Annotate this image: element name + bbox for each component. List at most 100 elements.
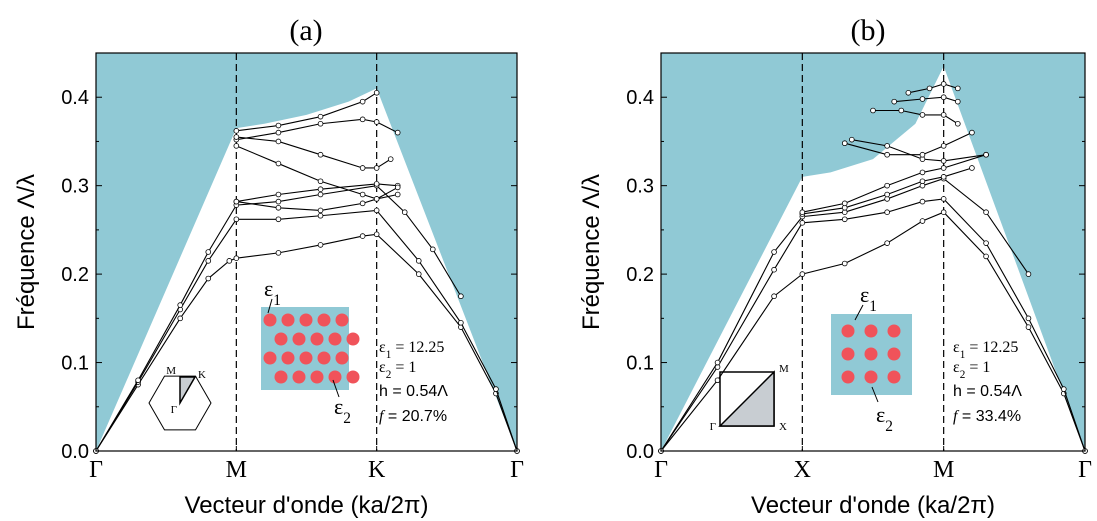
band-point (275, 160, 282, 167)
band-point (799, 220, 806, 226)
band-point (275, 204, 282, 211)
band-point (940, 112, 947, 118)
rod (274, 370, 288, 384)
band-point (714, 377, 721, 384)
band-line (660, 177, 1029, 452)
band-line (95, 233, 518, 452)
rod (310, 332, 324, 346)
band-line (236, 193, 398, 211)
band-point (387, 156, 394, 162)
panel-b: (b) 0.0 0.1 0.2 0.3 0.4 Γ X M Γ Vecteur d'onde (ka… (578, 14, 1092, 519)
rod (864, 324, 878, 338)
band-point (373, 196, 380, 202)
band-point (275, 129, 282, 136)
band-point (919, 178, 926, 185)
band-point (841, 140, 848, 147)
y-tick-label: 0.1 (61, 353, 89, 375)
band-point (373, 181, 380, 187)
band-point (1025, 271, 1032, 277)
band-point (771, 249, 777, 255)
eps2-label: ε2 (334, 394, 351, 427)
band-point (841, 216, 848, 223)
band-point (891, 98, 897, 105)
band-point (233, 134, 240, 140)
y-tick-label: 0.3 (61, 176, 89, 198)
band-6 (233, 143, 401, 202)
band-point (373, 207, 380, 214)
band-point (317, 191, 324, 198)
rod (292, 370, 306, 384)
band-point (415, 271, 422, 277)
bz-hexagon (148, 375, 212, 431)
x-axis-label: Vecteur d'onde (ka/2π) (185, 492, 429, 519)
band-point (177, 315, 184, 322)
parameter-2: ε2 = 1 (953, 359, 990, 381)
rod (292, 332, 306, 346)
band-point (714, 359, 721, 366)
band-point (940, 174, 947, 180)
y-tick-label: 0.2 (61, 264, 89, 286)
rod (317, 351, 331, 365)
brillouin-zone: M X Γ (710, 363, 789, 433)
band-point (983, 253, 989, 260)
band-point (940, 196, 947, 202)
band-point (919, 151, 926, 158)
band-line (802, 154, 987, 213)
band-point (940, 143, 947, 149)
band-point (317, 242, 324, 248)
band-point (940, 209, 947, 216)
band-point (177, 302, 184, 308)
y-axis-label: Fréquence Λ/λ (13, 174, 40, 330)
band-point (954, 85, 961, 92)
band-point (135, 377, 141, 384)
band-point (919, 96, 926, 102)
band-point (926, 85, 933, 92)
band-point (317, 186, 324, 193)
eps1-label: ε1 (264, 276, 281, 309)
guided-mode-region (661, 66, 1085, 452)
brillouin-zone: M K Γ (148, 365, 212, 431)
band-point (884, 151, 890, 158)
x-tick-label: Γ (654, 457, 668, 483)
band-point (799, 209, 806, 216)
rod (841, 370, 855, 384)
y-tick-label: 0.2 (626, 264, 654, 286)
band-point (359, 233, 366, 239)
parameter-1: ε1 = 12.25 (953, 339, 1018, 361)
band-point (359, 200, 366, 207)
y-tick-label: 0.4 (626, 87, 654, 109)
band-point (205, 249, 212, 255)
bz-point-x: X (779, 421, 787, 433)
band-point (233, 128, 240, 134)
x-tick-label: Γ (510, 457, 524, 483)
crystal-inset: ε1 ε2 M X Γ (710, 282, 912, 435)
band-point (233, 255, 240, 261)
band-point (848, 136, 855, 143)
band-point (317, 151, 324, 158)
band-point (233, 198, 240, 205)
parameter-3: h = 0.54Λ (953, 383, 1022, 400)
x-tick-label: K (368, 457, 386, 483)
band-point (1025, 324, 1032, 330)
irreducible-zone (179, 376, 197, 406)
rod (864, 370, 878, 384)
band-point (919, 198, 926, 205)
band-point (954, 98, 961, 105)
band-point (983, 240, 989, 246)
crystal-inset: ε1 ε2 M K Γ (148, 276, 360, 431)
band-point (458, 293, 464, 300)
band-point (359, 116, 366, 123)
parameter-4: f = 20.7% (379, 408, 447, 425)
eps1-label: ε1 (860, 282, 877, 315)
band-point (394, 129, 401, 136)
bz-point-m: M (779, 363, 789, 375)
plot-frame (660, 52, 1086, 452)
rod (263, 313, 277, 327)
panel-a: (a) 0.0 0.1 0.2 0.3 0.4 Γ M K Γ Vecteur d'onde (ka… (13, 14, 524, 519)
band-point (898, 107, 905, 114)
band-point (429, 246, 436, 253)
band-point (940, 165, 947, 171)
rod (887, 370, 901, 384)
band-point (884, 182, 890, 189)
